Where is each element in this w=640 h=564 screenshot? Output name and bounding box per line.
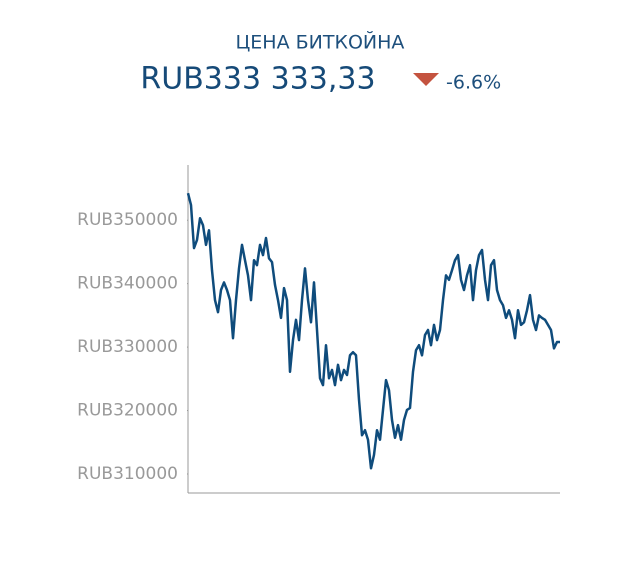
y-tick-label: RUB310000 (77, 464, 178, 484)
y-tick-label: RUB340000 (77, 274, 178, 294)
price: RUB333 333,33 (140, 62, 375, 97)
y-tick-label: RUB320000 (77, 401, 178, 421)
y-tick-label: RUB330000 (77, 337, 178, 357)
chart-title: ЦЕНА БИТКОЙНА (236, 31, 405, 54)
y-tick-label: RUB350000 (77, 210, 178, 230)
down-arrow (413, 73, 439, 86)
price-line (186, 192, 560, 470)
price-change: -6.6% (446, 72, 501, 94)
